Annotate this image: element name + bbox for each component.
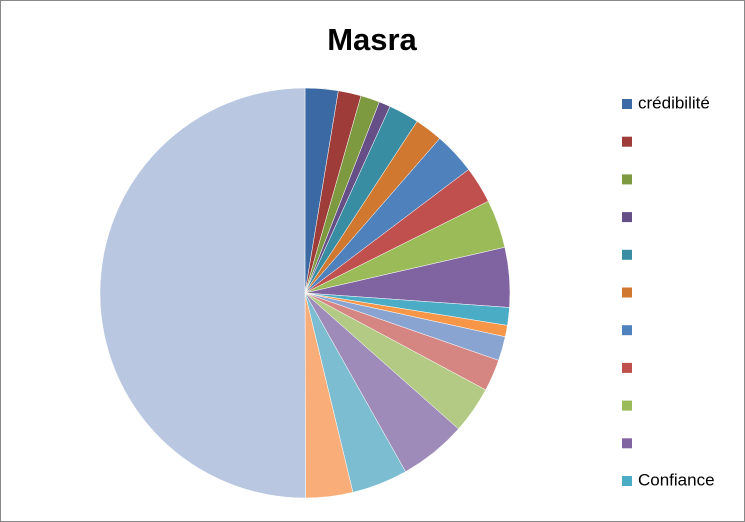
- legend-swatch: [622, 476, 632, 486]
- legend-swatch: [622, 325, 632, 336]
- legend-swatch: [622, 400, 632, 411]
- legend-swatch: [622, 287, 632, 298]
- legend-label: Confiance: [638, 470, 715, 489]
- legend-swatch: [622, 99, 632, 109]
- legend-label: crédibilité: [638, 93, 710, 112]
- legend-swatch: [622, 174, 632, 185]
- chart-title: Masra: [327, 22, 417, 57]
- legend-swatch: [622, 438, 632, 449]
- legend-swatch: [622, 249, 632, 260]
- legend-swatch: [622, 136, 632, 147]
- legend-swatch: [622, 212, 632, 223]
- pie-slice: [99, 87, 306, 499]
- legend-swatch: [622, 362, 632, 373]
